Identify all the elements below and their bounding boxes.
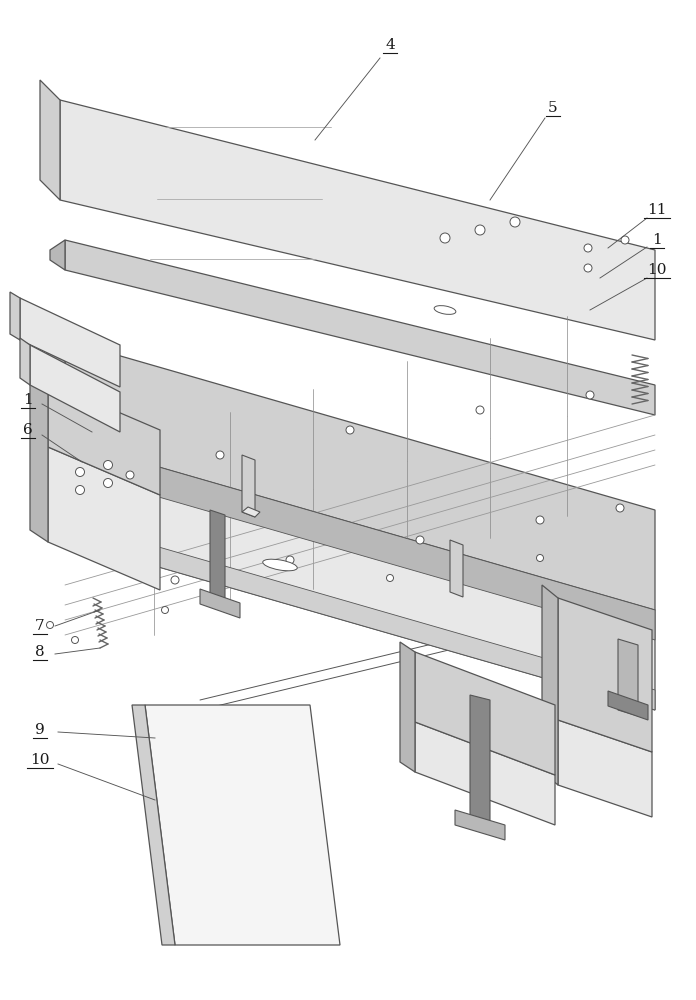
Circle shape (416, 536, 424, 544)
Text: 6: 6 (23, 423, 33, 437)
Text: 9: 9 (35, 723, 45, 737)
Circle shape (286, 556, 294, 564)
Polygon shape (558, 720, 652, 817)
Circle shape (537, 554, 544, 562)
Text: 1: 1 (652, 233, 662, 247)
Polygon shape (415, 652, 555, 775)
Circle shape (386, 574, 393, 582)
Circle shape (584, 264, 592, 272)
Polygon shape (30, 370, 48, 542)
Circle shape (75, 468, 84, 477)
Circle shape (161, 606, 168, 613)
Circle shape (586, 391, 594, 399)
Text: 7: 7 (35, 619, 45, 633)
Polygon shape (415, 722, 555, 825)
Polygon shape (210, 510, 225, 605)
Text: 10: 10 (30, 753, 49, 767)
Polygon shape (242, 455, 255, 517)
Circle shape (104, 479, 113, 488)
Polygon shape (10, 292, 20, 340)
Polygon shape (608, 691, 648, 720)
Polygon shape (20, 298, 120, 387)
Polygon shape (450, 540, 463, 597)
Circle shape (476, 406, 484, 414)
Circle shape (440, 233, 450, 243)
Polygon shape (65, 440, 655, 710)
Text: 4: 4 (385, 38, 395, 52)
Polygon shape (48, 330, 65, 540)
Polygon shape (20, 338, 30, 385)
Text: 1: 1 (23, 393, 33, 407)
Polygon shape (145, 705, 340, 945)
Ellipse shape (263, 559, 297, 571)
Polygon shape (618, 639, 638, 716)
Polygon shape (65, 340, 655, 610)
Polygon shape (65, 440, 655, 640)
Polygon shape (48, 447, 160, 590)
Polygon shape (65, 520, 655, 710)
Ellipse shape (434, 306, 456, 314)
Circle shape (510, 217, 520, 227)
Polygon shape (30, 345, 120, 432)
Polygon shape (542, 585, 558, 785)
Polygon shape (200, 589, 240, 618)
Circle shape (126, 471, 134, 479)
Circle shape (621, 236, 629, 244)
Circle shape (616, 504, 624, 512)
Polygon shape (50, 240, 65, 270)
Polygon shape (132, 705, 175, 945)
Text: 5: 5 (548, 101, 557, 115)
Circle shape (584, 244, 592, 252)
Circle shape (47, 621, 54, 629)
Polygon shape (470, 695, 490, 830)
Polygon shape (40, 80, 60, 200)
Text: 10: 10 (647, 263, 667, 277)
Circle shape (536, 516, 544, 524)
Text: 11: 11 (647, 203, 667, 217)
Circle shape (346, 426, 354, 434)
Circle shape (475, 225, 485, 235)
Circle shape (104, 460, 113, 470)
Polygon shape (60, 100, 655, 340)
Polygon shape (558, 598, 652, 752)
Circle shape (72, 637, 79, 644)
Polygon shape (48, 382, 160, 495)
Circle shape (171, 576, 179, 584)
Circle shape (216, 451, 224, 459)
Polygon shape (65, 240, 655, 415)
Polygon shape (242, 507, 260, 517)
Circle shape (75, 486, 84, 494)
Polygon shape (455, 810, 505, 840)
Text: 8: 8 (35, 645, 45, 659)
Polygon shape (400, 642, 415, 772)
